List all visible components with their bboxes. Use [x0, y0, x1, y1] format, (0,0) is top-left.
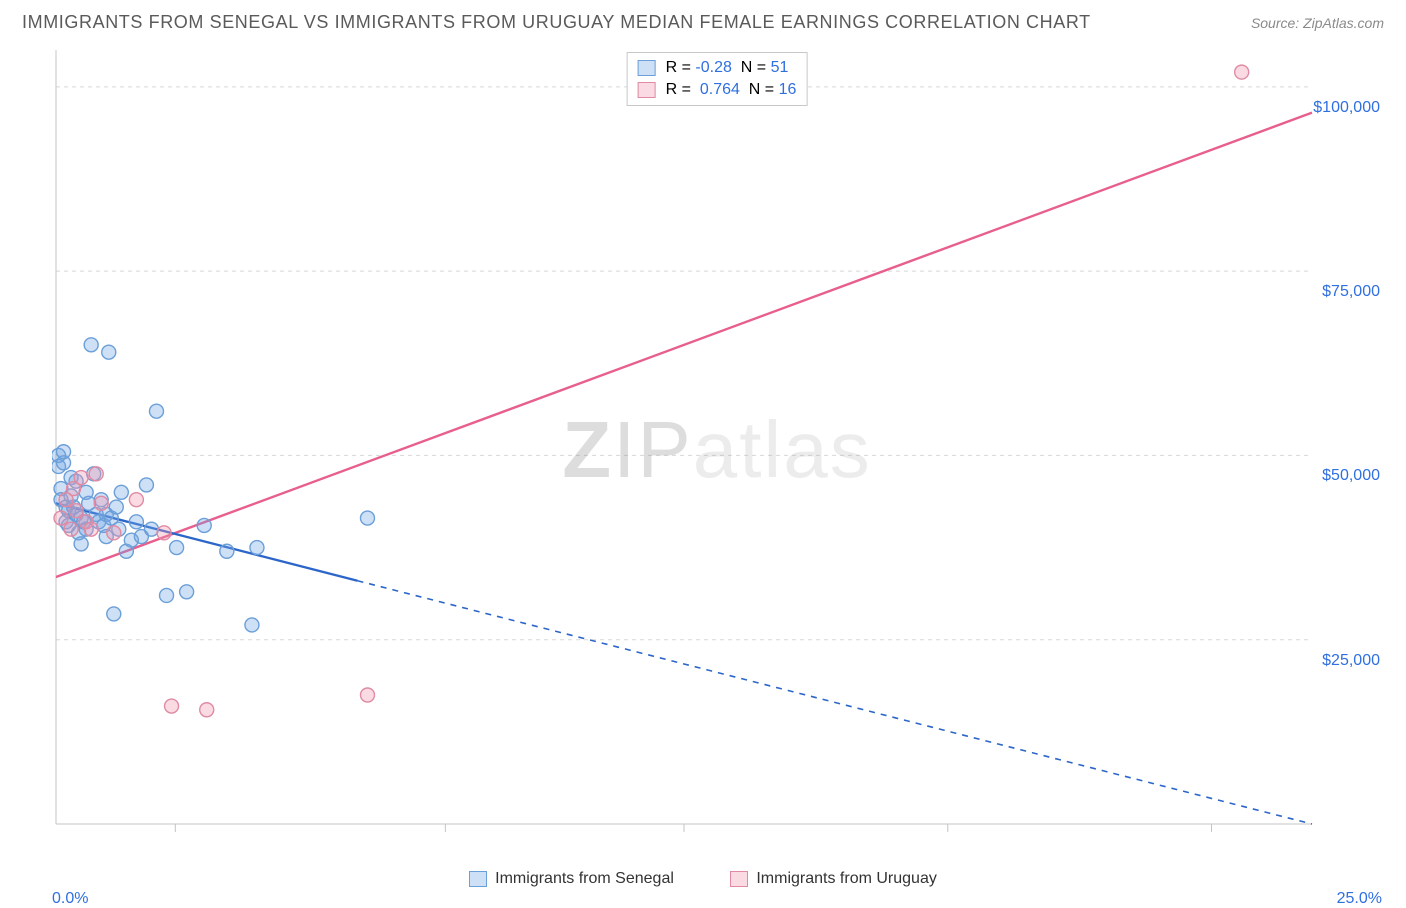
legend-label: Immigrants from Senegal — [495, 870, 674, 888]
y-tick-label: $25,000 — [1322, 652, 1380, 670]
stat-legend-box: R = -0.28 N = 51 R = 0.764 N = 16 — [627, 52, 808, 106]
swatch-senegal — [469, 871, 487, 887]
legend-item-uruguay: Immigrants from Uruguay — [730, 870, 937, 888]
source-credit: Source: ZipAtlas.com — [1251, 15, 1384, 31]
y-tick-label: $100,000 — [1313, 99, 1380, 117]
swatch-senegal — [638, 60, 656, 76]
y-tick-label: $50,000 — [1322, 467, 1380, 485]
x-axis-min-label: 0.0% — [52, 890, 88, 908]
swatch-uruguay — [730, 871, 748, 887]
correlation-chart: Median Female Earnings ZIPatlas R = -0.2… — [52, 46, 1382, 854]
legend-row-senegal: R = -0.28 N = 51 — [638, 57, 797, 79]
y-tick-label: $75,000 — [1322, 283, 1380, 301]
legend-label: Immigrants from Uruguay — [756, 870, 937, 888]
swatch-uruguay — [638, 82, 656, 98]
bottom-legend: Immigrants from Senegal Immigrants from … — [0, 870, 1406, 892]
legend-item-senegal: Immigrants from Senegal — [469, 870, 674, 888]
chart-plot-area — [52, 46, 1382, 854]
legend-row-uruguay: R = 0.764 N = 16 — [638, 79, 797, 101]
x-axis-max-label: 25.0% — [1337, 890, 1382, 908]
page-title: IMMIGRANTS FROM SENEGAL VS IMMIGRANTS FR… — [22, 12, 1091, 33]
